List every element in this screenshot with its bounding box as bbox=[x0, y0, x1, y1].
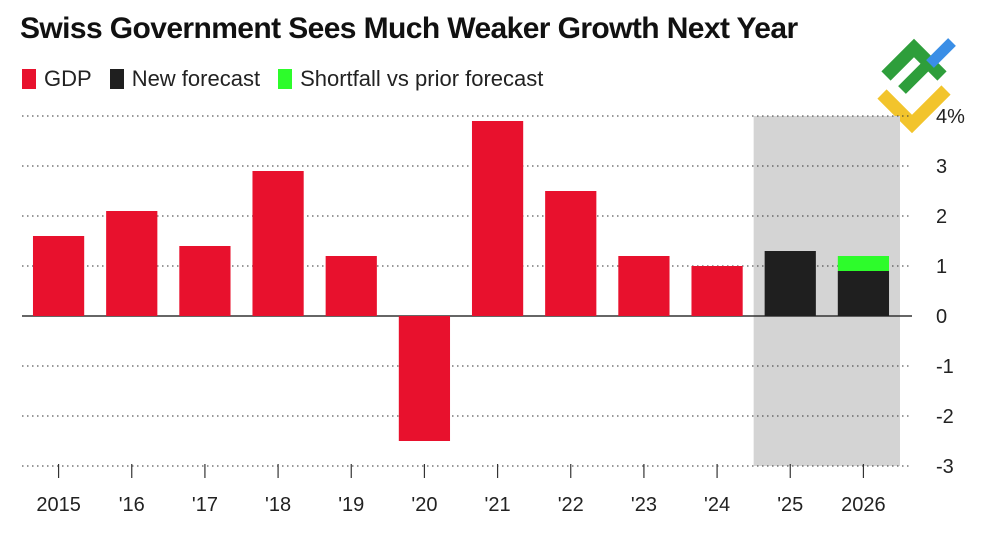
y-tick-label: -1 bbox=[936, 356, 954, 378]
x-tick-label: '16 bbox=[119, 494, 145, 516]
y-tick-label: 4% bbox=[936, 106, 965, 128]
x-tick-label: '17 bbox=[192, 494, 218, 516]
legend-label-gdp: GDP bbox=[44, 66, 92, 91]
y-tick-label: -3 bbox=[936, 456, 954, 478]
y-tick-label: 1 bbox=[936, 256, 947, 278]
chart-title: Swiss Government Sees Much Weaker Growth… bbox=[20, 12, 798, 45]
x-tick-label: '25 bbox=[777, 494, 803, 516]
legend-label-new-forecast: New forecast bbox=[131, 66, 261, 91]
y-tick-label: 2 bbox=[936, 206, 947, 228]
brand-logo-icon bbox=[877, 38, 956, 133]
gdp-bar bbox=[471, 121, 524, 316]
x-tick-label: 2026 bbox=[841, 494, 886, 516]
shortfall-bar bbox=[837, 256, 890, 271]
y-tick-label: -2 bbox=[936, 406, 954, 428]
legend-swatch-gdp bbox=[22, 69, 36, 89]
x-tick-label: '18 bbox=[265, 494, 291, 516]
logo-green-bar bbox=[898, 56, 936, 94]
legend: GDP New forecast Shortfall vs prior fore… bbox=[22, 66, 561, 92]
gdp-bar bbox=[252, 171, 304, 316]
legend-swatch-new-forecast bbox=[109, 69, 124, 89]
legend-item-gdp: GDP bbox=[22, 66, 92, 92]
legend-item-shortfall: Shortfall vs prior forecast bbox=[278, 66, 543, 92]
legend-label-shortfall: Shortfall vs prior forecast bbox=[300, 66, 544, 91]
gdp-bar bbox=[179, 246, 231, 316]
gdp-bar bbox=[545, 191, 597, 316]
gdp-bar bbox=[691, 266, 743, 316]
gdp-bar bbox=[398, 316, 451, 441]
y-tick-label: 0 bbox=[936, 306, 947, 328]
forecast-bar bbox=[837, 271, 890, 316]
logo-blue-bar bbox=[926, 38, 956, 68]
x-tick-label: 2015 bbox=[36, 494, 81, 516]
gdp-bar bbox=[32, 236, 85, 316]
x-tick-label: '23 bbox=[631, 494, 657, 516]
legend-item-new-forecast: New forecast bbox=[109, 66, 261, 92]
gdp-bar bbox=[106, 211, 158, 316]
x-tick-label: '22 bbox=[558, 494, 584, 516]
x-tick-label: '24 bbox=[704, 494, 730, 516]
x-tick-label: '21 bbox=[485, 494, 511, 516]
x-tick-label: '20 bbox=[411, 494, 437, 516]
x-tick-label: '19 bbox=[338, 494, 364, 516]
logo-yellow-chevron bbox=[877, 85, 951, 133]
legend-swatch-shortfall bbox=[278, 69, 293, 89]
gdp-bar bbox=[325, 256, 377, 316]
y-tick-label: 3 bbox=[936, 156, 947, 178]
gdp-bar bbox=[618, 256, 670, 316]
forecast-bar bbox=[764, 251, 816, 316]
